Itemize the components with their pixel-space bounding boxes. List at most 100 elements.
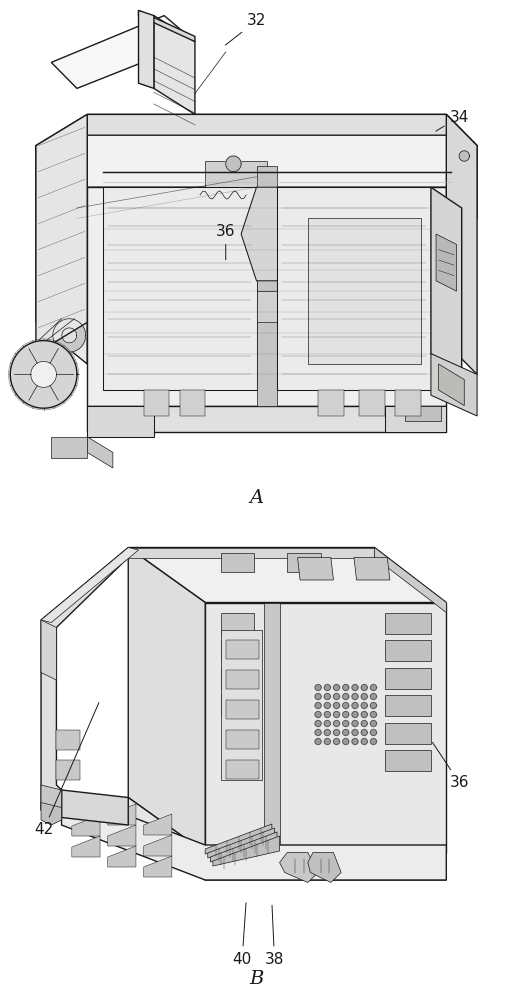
- Polygon shape: [439, 364, 464, 406]
- Polygon shape: [241, 187, 292, 281]
- Text: 36: 36: [432, 742, 469, 790]
- Polygon shape: [324, 703, 330, 708]
- Polygon shape: [333, 685, 340, 690]
- Polygon shape: [354, 558, 390, 580]
- Polygon shape: [352, 730, 358, 735]
- Polygon shape: [324, 721, 330, 726]
- Polygon shape: [318, 390, 344, 416]
- Polygon shape: [287, 552, 321, 572]
- Polygon shape: [315, 730, 321, 735]
- Polygon shape: [221, 630, 262, 780]
- Polygon shape: [315, 739, 321, 744]
- Polygon shape: [359, 390, 385, 416]
- Polygon shape: [256, 291, 277, 322]
- Polygon shape: [128, 798, 446, 880]
- Polygon shape: [315, 712, 321, 717]
- Text: 32: 32: [225, 13, 266, 45]
- Polygon shape: [343, 739, 349, 744]
- Text: A: A: [249, 489, 264, 507]
- Polygon shape: [370, 712, 377, 717]
- Polygon shape: [405, 406, 441, 421]
- Polygon shape: [324, 739, 330, 744]
- Polygon shape: [62, 328, 76, 343]
- Polygon shape: [436, 234, 457, 291]
- Polygon shape: [333, 721, 340, 726]
- Polygon shape: [144, 856, 172, 877]
- Polygon shape: [36, 146, 87, 364]
- Polygon shape: [352, 703, 358, 708]
- Polygon shape: [459, 151, 469, 161]
- Polygon shape: [144, 814, 172, 835]
- Polygon shape: [221, 612, 254, 634]
- Polygon shape: [280, 852, 318, 882]
- Polygon shape: [56, 730, 80, 750]
- Polygon shape: [361, 685, 367, 690]
- Polygon shape: [370, 685, 377, 690]
- Polygon shape: [308, 852, 341, 882]
- Polygon shape: [51, 437, 87, 458]
- Polygon shape: [87, 406, 154, 437]
- Polygon shape: [324, 685, 330, 690]
- Polygon shape: [361, 721, 367, 726]
- Polygon shape: [205, 824, 272, 854]
- Polygon shape: [374, 548, 446, 612]
- Polygon shape: [256, 166, 277, 406]
- Polygon shape: [308, 218, 421, 364]
- Polygon shape: [205, 602, 446, 852]
- Polygon shape: [56, 760, 80, 780]
- Polygon shape: [315, 694, 321, 699]
- Polygon shape: [324, 694, 330, 699]
- Polygon shape: [315, 703, 321, 708]
- Polygon shape: [361, 730, 367, 735]
- Polygon shape: [10, 341, 77, 408]
- Polygon shape: [333, 730, 340, 735]
- Polygon shape: [352, 685, 358, 690]
- Text: 34: 34: [436, 109, 469, 131]
- Polygon shape: [221, 552, 254, 572]
- Polygon shape: [226, 156, 241, 172]
- Polygon shape: [51, 16, 195, 88]
- Polygon shape: [128, 548, 446, 602]
- Polygon shape: [154, 16, 195, 114]
- Polygon shape: [370, 721, 377, 726]
- Polygon shape: [343, 712, 349, 717]
- Polygon shape: [431, 187, 462, 374]
- Polygon shape: [352, 712, 358, 717]
- Polygon shape: [361, 694, 367, 699]
- Polygon shape: [395, 390, 421, 416]
- Polygon shape: [370, 739, 377, 744]
- Polygon shape: [210, 832, 277, 862]
- Polygon shape: [343, 730, 349, 735]
- Polygon shape: [221, 695, 254, 716]
- Polygon shape: [385, 722, 431, 744]
- Polygon shape: [361, 739, 367, 744]
- Text: 40: 40: [232, 903, 252, 966]
- Polygon shape: [352, 721, 358, 726]
- Polygon shape: [41, 802, 62, 825]
- Polygon shape: [343, 694, 349, 699]
- Polygon shape: [31, 361, 56, 387]
- Polygon shape: [226, 640, 259, 659]
- Polygon shape: [226, 700, 259, 719]
- Polygon shape: [36, 114, 87, 218]
- Polygon shape: [226, 670, 259, 689]
- Polygon shape: [221, 640, 254, 661]
- Polygon shape: [87, 114, 477, 218]
- Polygon shape: [446, 114, 477, 374]
- Polygon shape: [62, 790, 446, 880]
- Polygon shape: [144, 390, 169, 416]
- Polygon shape: [324, 712, 330, 717]
- Polygon shape: [128, 548, 374, 558]
- Polygon shape: [108, 804, 136, 825]
- Polygon shape: [213, 836, 280, 866]
- Text: 36: 36: [216, 224, 235, 260]
- Polygon shape: [333, 703, 340, 708]
- Polygon shape: [352, 739, 358, 744]
- Polygon shape: [324, 730, 330, 735]
- Polygon shape: [128, 548, 205, 852]
- Text: 42: 42: [34, 703, 99, 838]
- Polygon shape: [333, 712, 340, 717]
- Polygon shape: [343, 721, 349, 726]
- Polygon shape: [361, 712, 367, 717]
- Polygon shape: [315, 685, 321, 690]
